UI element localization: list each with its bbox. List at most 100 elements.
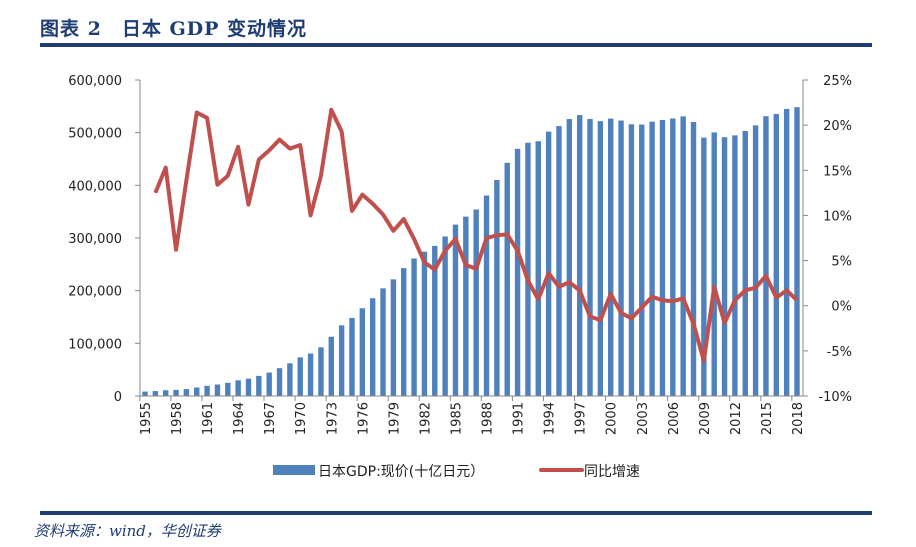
- x-tick-label: 1970: [294, 402, 309, 435]
- gdp-bar: [545, 131, 552, 396]
- left-tick-label: 100,000: [68, 337, 122, 352]
- x-tick-label: 1979: [387, 402, 402, 435]
- gdp-bar: [183, 389, 190, 396]
- gdp-bar: [173, 389, 179, 396]
- gdp-bar: [214, 384, 221, 396]
- legend-bar-swatch: [273, 465, 315, 475]
- legend-label-gdp: 日本GDP:现价(十亿日元）: [318, 464, 484, 480]
- gdp-bar: [556, 126, 562, 396]
- gdp-bar: [421, 251, 428, 396]
- gdp-bar: [256, 375, 262, 396]
- gdp-bar: [162, 390, 169, 396]
- left-tick-label: 300,000: [68, 232, 122, 247]
- gdp-bar: [152, 391, 159, 396]
- gdp-bar: [142, 391, 148, 396]
- legend-label-growth: 同比增速: [584, 464, 640, 480]
- gdp-bar: [204, 385, 210, 396]
- gdp-bar: [763, 116, 769, 396]
- gdp-bar: [276, 368, 283, 396]
- x-tick-label: 2003: [636, 402, 651, 435]
- left-tick-label: 500,000: [68, 127, 122, 142]
- x-tick-label: 1967: [263, 402, 278, 435]
- x-tick-label: 1955: [139, 402, 154, 435]
- left-tick-label: 600,000: [68, 74, 122, 89]
- gdp-bar: [328, 336, 334, 396]
- gdp-bar: [576, 115, 583, 397]
- gdp-bar: [732, 135, 738, 396]
- x-tick-label: 2006: [667, 402, 682, 435]
- gdp-bar: [659, 119, 666, 396]
- gdp-bar: [711, 132, 717, 396]
- gdp-bar: [380, 288, 386, 396]
- left-tick-label: 0: [114, 390, 122, 405]
- gdp-bar: [566, 119, 573, 396]
- gdp-bar: [369, 298, 376, 396]
- gdp-bar: [401, 268, 407, 396]
- right-tick-label: -10%: [818, 390, 852, 405]
- gdp-bar: [680, 116, 686, 396]
- x-tick-label: 1976: [356, 402, 371, 435]
- gdp-bar: [783, 108, 790, 396]
- gdp-bar: [473, 209, 479, 396]
- gdp-bar: [701, 137, 707, 396]
- right-tick-label: 25%: [823, 74, 852, 89]
- gdp-bar: [225, 382, 231, 396]
- gdp-bar: [287, 363, 293, 396]
- x-tick-label: 1964: [232, 402, 247, 435]
- x-tick-label: 1988: [481, 402, 496, 435]
- gdp-bar: [525, 142, 531, 396]
- gdp-bar: [794, 107, 800, 397]
- gdp-bar: [494, 180, 500, 396]
- gdp-bar: [194, 387, 200, 396]
- gdp-bar: [266, 372, 272, 396]
- right-tick-label: 0%: [831, 300, 852, 315]
- gdp-bar: [390, 279, 397, 396]
- x-tick-label: 2000: [605, 402, 620, 435]
- x-tick-label: 2015: [760, 402, 775, 435]
- gdp-bar: [432, 245, 438, 396]
- gdp-bar: [318, 347, 324, 396]
- x-tick-label: 1985: [449, 402, 464, 435]
- gdp-bar: [338, 325, 345, 396]
- right-tick-label: -5%: [827, 345, 852, 360]
- source-note: 资料来源：wind，华创证券: [34, 522, 221, 540]
- gdp-bar: [649, 121, 655, 396]
- x-tick-label: 2018: [791, 402, 806, 435]
- x-tick-label: 1982: [418, 402, 433, 435]
- gdp-bar: [463, 216, 469, 396]
- gdp-bar: [235, 380, 241, 396]
- x-tick-label: 1994: [543, 402, 558, 435]
- gdp-bar: [670, 118, 676, 397]
- x-tick-label: 1961: [201, 402, 216, 435]
- right-tick-label: 15%: [823, 164, 852, 179]
- x-tick-label: 1958: [170, 402, 185, 435]
- gdp-bar: [597, 121, 604, 397]
- x-tick-label: 1997: [574, 402, 589, 435]
- x-tick-label: 2009: [698, 402, 713, 435]
- x-tick-label: 1991: [512, 402, 527, 435]
- figure-title: 图表 2 日本 GDP 变动情况: [40, 18, 308, 40]
- gdp-bar: [690, 122, 697, 396]
- gdp-bar: [483, 195, 490, 396]
- gdp-bar: [618, 120, 624, 396]
- top-rule: [40, 43, 872, 47]
- gdp-bar: [721, 137, 728, 397]
- left-tick-label: 400,000: [68, 179, 122, 194]
- right-tick-label: 5%: [831, 255, 852, 270]
- gdp-bar: [608, 118, 614, 396]
- gdp-bar: [535, 141, 541, 396]
- gdp-bar: [359, 308, 366, 396]
- right-tick-label: 10%: [823, 209, 852, 224]
- legend: 日本GDP:现价(十亿日元） 同比增速: [273, 464, 640, 480]
- gdp-bar: [411, 258, 417, 396]
- gdp-bar: [639, 124, 645, 396]
- gdp-bar: [297, 357, 303, 396]
- gdp-bar: [442, 236, 448, 396]
- left-tick-label: 200,000: [68, 285, 122, 300]
- x-tick-label: 1973: [325, 402, 340, 435]
- gdp-bar: [307, 353, 314, 396]
- gdp-bar: [773, 114, 780, 396]
- gdp-bar: [452, 224, 459, 396]
